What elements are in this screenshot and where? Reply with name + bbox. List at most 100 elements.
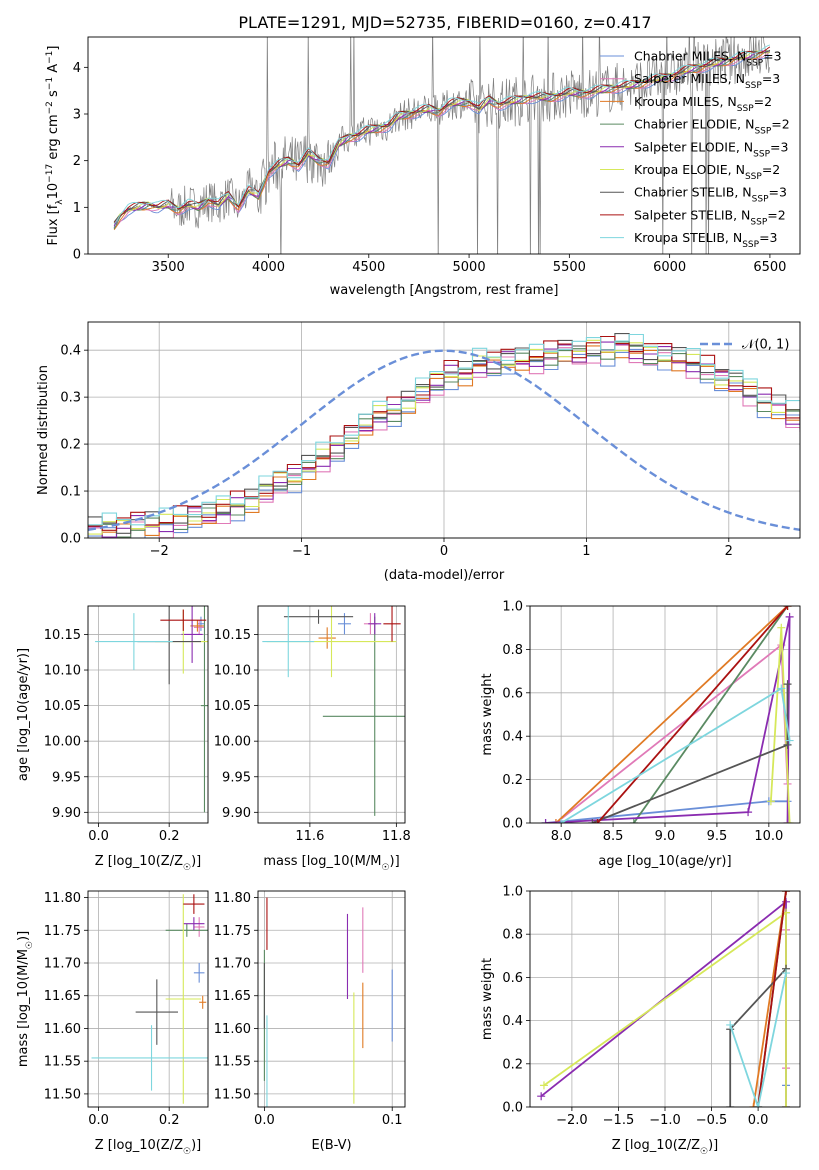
mass-weight-vs-z-x-label: Z [log_10(Z/Z☉)] bbox=[612, 1138, 718, 1157]
weight-line-salpeter_stelib bbox=[596, 606, 789, 823]
y-tick-label: 0.2 bbox=[60, 438, 81, 453]
residual-plot-area bbox=[88, 333, 800, 538]
y-tick-label: 0.0 bbox=[60, 532, 81, 547]
label-part: Kroupa ELODIE, N bbox=[634, 162, 745, 177]
mass-weight-vs-age-frame bbox=[529, 605, 801, 824]
label-part: ☉ bbox=[381, 863, 389, 873]
y-tick-label: 2 bbox=[73, 154, 81, 169]
label-part: SSP bbox=[754, 127, 771, 137]
x-tick-label: 0.0 bbox=[88, 829, 109, 844]
legend-label-kroupa_stelib: Kroupa STELIB, NSSP=3 bbox=[634, 230, 778, 250]
panel-mass-weight-vs-z: −2.0 −1.5 −1.0 −0.5 0.0 0.0 0.2 0.4 0.6 0.8 1.0 mas… bbox=[480, 885, 801, 1128]
weight-marker-kroupa_stelib bbox=[785, 736, 794, 745]
legend-label-salpeter_elodie: Salpeter ELODIE, NSSP=3 bbox=[634, 139, 788, 159]
weight-marker-kroupa_miles bbox=[749, 1103, 758, 1107]
weight-marker-chabrier_stelib bbox=[726, 1103, 735, 1107]
x-tick-label: 6000 bbox=[653, 260, 686, 275]
mass-weight-vs-age-x-label: age [log_10(age/yr)] bbox=[598, 854, 731, 869]
weight-line-salpeter_elodie bbox=[540, 899, 787, 1107]
y-tick-label: 0 bbox=[73, 248, 81, 263]
y-tick-label: 0.0 bbox=[502, 1101, 523, 1116]
y-tick-label: 0.6 bbox=[502, 971, 523, 986]
x-tick-label: 11.6 bbox=[295, 829, 324, 844]
x-tick-label: 11.8 bbox=[382, 829, 411, 844]
legend-label-normal: 𝒩(0, 1) bbox=[742, 338, 789, 353]
label-part: age [log_10(age/yr)] bbox=[16, 648, 31, 781]
x-tick-label: 0.0 bbox=[254, 1113, 275, 1128]
label-part: SSP bbox=[745, 172, 762, 182]
label-part: SSP bbox=[753, 149, 770, 159]
y-tick-label: 11.70 bbox=[44, 957, 81, 972]
label-part: A bbox=[46, 64, 61, 77]
x-tick-label: 4500 bbox=[352, 260, 385, 275]
y-tick-label: 10.05 bbox=[44, 699, 81, 714]
x-tick-label: −1.0 bbox=[649, 1113, 681, 1128]
x-tick-label: 4000 bbox=[252, 260, 285, 275]
label-part: )] bbox=[708, 1138, 718, 1153]
mass-weight-vs-z-y-label: mass weight bbox=[480, 958, 495, 1040]
label-part: Chabrier ELODIE, N bbox=[634, 117, 754, 132]
age-vs-z-x-label: Z [log_10(Z/Z☉)] bbox=[95, 854, 201, 873]
x-tick-label: 5000 bbox=[453, 260, 486, 275]
age-vs-mass-frame bbox=[257, 605, 406, 824]
weight-line-salpeter_elodie bbox=[545, 616, 791, 823]
y-tick-label: 0.1 bbox=[60, 485, 81, 500]
y-tick-label: 0.4 bbox=[502, 730, 523, 745]
residual-histogram-chabrier_stelib bbox=[88, 333, 800, 534]
y-tick-label: 10.15 bbox=[214, 628, 251, 643]
label-part: Salpeter ELODIE, N bbox=[634, 139, 753, 154]
label-part: Kroupa MILES, N bbox=[634, 94, 737, 109]
label-part: )] bbox=[16, 931, 31, 941]
label-part: SSP bbox=[750, 217, 767, 227]
weight-marker-kroupa_stelib bbox=[726, 1020, 735, 1029]
weight-marker-salpeter_stelib bbox=[593, 819, 602, 823]
label-part: −1 bbox=[45, 51, 55, 64]
age-vs-mass-x-label: mass [log_10(M/M☉)] bbox=[263, 854, 399, 873]
weight-marker-kroupa_elodie bbox=[782, 1103, 791, 1107]
label-part: erg cm bbox=[46, 114, 61, 163]
panel-age-vs-z: 0.0 0.2 9.90 9.95 10.00 10.05 10.10 10.15 bbox=[44, 605, 209, 844]
label-part: =2 bbox=[754, 94, 772, 109]
x-tick-label: 9.5 bbox=[707, 829, 728, 844]
label-part: SSP bbox=[752, 195, 769, 205]
label-part: =3 bbox=[770, 139, 788, 154]
x-tick-label: 2 bbox=[725, 544, 733, 559]
weight-marker-kroupa_miles bbox=[551, 819, 560, 823]
weight-line-salpeter_stelib bbox=[757, 891, 787, 1107]
label-part: s bbox=[46, 90, 61, 101]
residual-histogram-kroupa_miles bbox=[88, 345, 800, 538]
residual-histogram-kroupa_elodie bbox=[88, 339, 800, 535]
y-tick-label: 1.0 bbox=[502, 885, 523, 900]
y-tick-label: 1.0 bbox=[502, 600, 523, 615]
x-tick-label: −2.0 bbox=[556, 1113, 588, 1128]
y-tick-label: 11.55 bbox=[214, 1055, 251, 1070]
label-part: SSP bbox=[745, 81, 762, 91]
spectrum-x-label: wavelength [Angstrom, rest frame] bbox=[330, 283, 559, 298]
label-part: Flux [f bbox=[46, 204, 61, 245]
mass-vs-z-x-label: Z [log_10(Z/Z☉)] bbox=[95, 1138, 201, 1157]
figure-title: PLATE=1291, MJD=52735, FIBERID=0160, z=0… bbox=[238, 13, 651, 32]
y-tick-label: 11.80 bbox=[44, 891, 81, 906]
mass-vs-ebv-plot-area bbox=[263, 897, 393, 1107]
label-part: ☉ bbox=[183, 1147, 191, 1157]
y-tick-label: 0.2 bbox=[502, 1057, 523, 1072]
label-part: Z [log_10(Z/Z bbox=[612, 1138, 700, 1153]
weight-marker-salpeter_elodie bbox=[782, 897, 791, 906]
mass-vs-ebv-frame bbox=[257, 890, 406, 1108]
x-tick-label: 8.5 bbox=[603, 829, 624, 844]
x-tick-label: 8.0 bbox=[551, 829, 572, 844]
x-tick-label: 0.2 bbox=[159, 829, 180, 844]
x-tick-label: 5500 bbox=[553, 260, 586, 275]
y-tick-label: 3 bbox=[73, 108, 81, 123]
spectrum-legend bbox=[600, 55, 624, 239]
label-part: =3 bbox=[769, 185, 787, 200]
mass-weight-vs-z-frame bbox=[529, 890, 801, 1108]
x-tick-label: 1 bbox=[582, 544, 590, 559]
x-tick-label: −0.5 bbox=[696, 1113, 728, 1128]
y-tick-label: 9.95 bbox=[52, 770, 81, 785]
label-part: ☉ bbox=[25, 941, 35, 949]
weight-marker-salpeter_elodie bbox=[785, 612, 794, 621]
x-tick-label: 10.0 bbox=[754, 829, 783, 844]
mass-weight-vs-z-plot-area bbox=[537, 891, 791, 1107]
weight-marker-kroupa_stelib bbox=[557, 819, 566, 823]
